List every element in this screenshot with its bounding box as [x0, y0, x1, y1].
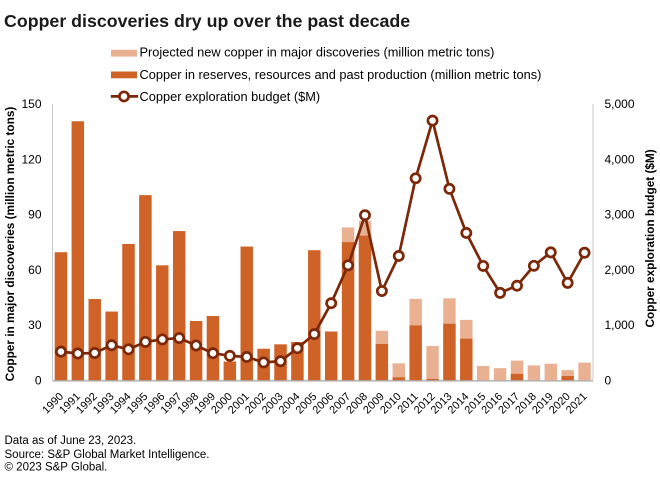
svg-text:Copper in reserves, resources: Copper in reserves, resources and past p… — [140, 67, 542, 82]
svg-text:© 2023 S&P Global.: © 2023 S&P Global. — [5, 462, 108, 474]
svg-text:2,000: 2,000 — [605, 263, 635, 277]
svg-text:Copper in major discoveries (m: Copper in major discoveries (million met… — [3, 107, 17, 382]
svg-text:Copper exploration budget ($M): Copper exploration budget ($M) — [140, 89, 321, 104]
svg-text:Copper discoveries dry up over: Copper discoveries dry up over the past … — [4, 11, 410, 31]
svg-text:1,000: 1,000 — [605, 318, 635, 332]
svg-text:0: 0 — [35, 374, 42, 388]
svg-text:0: 0 — [605, 374, 612, 388]
svg-text:150: 150 — [21, 97, 41, 111]
svg-text:30: 30 — [28, 318, 42, 332]
svg-text:5,000: 5,000 — [605, 97, 635, 111]
svg-text:4,000: 4,000 — [605, 152, 635, 166]
svg-text:Source: S&P Global Market Inte: Source: S&P Global Market Intelligence. — [5, 449, 210, 461]
svg-text:Data as of June 23, 2023.: Data as of June 23, 2023. — [5, 435, 137, 447]
svg-text:60: 60 — [28, 263, 42, 277]
svg-text:3,000: 3,000 — [605, 208, 635, 222]
svg-text:90: 90 — [28, 208, 42, 222]
svg-text:120: 120 — [21, 152, 41, 166]
svg-text:Projected new copper in major: Projected new copper in major discoverie… — [140, 45, 495, 60]
svg-text:Copper exploration budget ($M): Copper exploration budget ($M) — [643, 149, 657, 327]
